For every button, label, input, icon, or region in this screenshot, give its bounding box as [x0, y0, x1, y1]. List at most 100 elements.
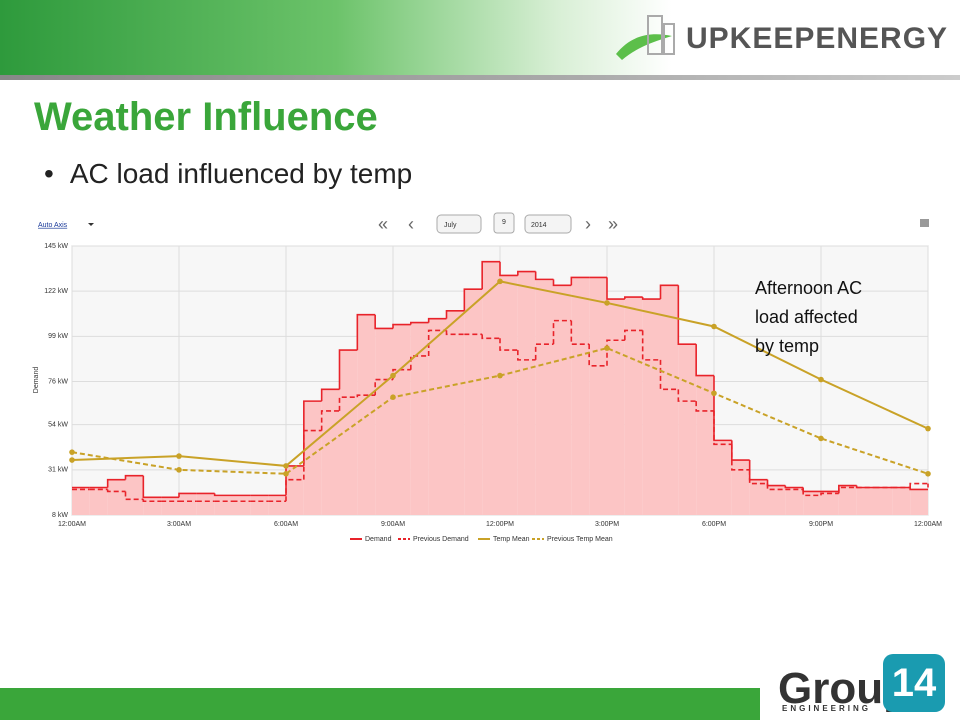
- year-select[interactable]: [524, 214, 572, 234]
- step-line: [552, 319, 572, 345]
- step-line: [695, 401, 714, 412]
- area-step: [339, 350, 358, 515]
- step-line: [534, 271, 554, 281]
- nav-next[interactable]: ›: [585, 214, 591, 234]
- step-line: [320, 388, 340, 402]
- step-line: [106, 489, 126, 493]
- step-line: [392, 323, 411, 329]
- area-step: [482, 261, 500, 515]
- step-line: [748, 469, 768, 485]
- step-line: [713, 375, 732, 442]
- area-step: [785, 487, 804, 515]
- area-step: [196, 493, 215, 515]
- point: [69, 449, 75, 455]
- step-line: [106, 478, 126, 488]
- step-line: [445, 330, 465, 336]
- day: 9: [502, 219, 506, 226]
- nav-prev[interactable]: ‹: [408, 214, 414, 234]
- step-line: [178, 492, 197, 498]
- area-step: [464, 289, 483, 515]
- step-line: [303, 429, 322, 480]
- step-line: [320, 410, 340, 431]
- month-select[interactable]: [436, 214, 482, 234]
- step-line: [338, 349, 358, 390]
- step-line: [427, 329, 447, 356]
- area-step: [303, 401, 322, 515]
- point: [283, 470, 289, 477]
- point: [176, 467, 182, 473]
- step-line: [142, 499, 162, 503]
- step-line: [552, 279, 572, 287]
- point: [283, 463, 289, 469]
- step-line: [374, 314, 393, 330]
- point: [711, 390, 717, 397]
- point: [818, 376, 824, 383]
- area-step: [624, 297, 643, 515]
- area-step: [517, 271, 536, 515]
- slide-title: Weather Influence: [34, 95, 378, 139]
- x-tick-label: 6:00AM: [274, 521, 298, 528]
- area-step: [660, 285, 679, 515]
- footer-logo-tagline: ENGINEERING: [782, 704, 872, 713]
- brand-icon: [616, 15, 675, 60]
- area-step: [535, 279, 554, 515]
- x-tick-label: 3:00AM: [167, 521, 191, 528]
- area-step: [232, 495, 251, 515]
- area-step: [268, 495, 286, 515]
- area-step: [161, 497, 179, 515]
- step-line: [142, 475, 162, 499]
- area-step: [678, 344, 697, 515]
- step-line: [766, 483, 786, 491]
- point: [818, 435, 824, 442]
- y-tick-label: 54 kW: [48, 422, 68, 429]
- point: [925, 470, 931, 477]
- dropdown-arrow[interactable]: [88, 223, 94, 226]
- area-step: [856, 487, 875, 515]
- legend-label: Temp Mean: [493, 536, 530, 543]
- step-line: [802, 489, 821, 497]
- area-step: [89, 487, 108, 515]
- point: [390, 372, 396, 379]
- step-line: [213, 493, 233, 497]
- x-tick-label: 12:00AM: [58, 521, 86, 528]
- point: [69, 457, 75, 463]
- print-icon[interactable]: [920, 219, 929, 227]
- area-step: [767, 485, 786, 515]
- step-line: [124, 474, 144, 480]
- step-line: [606, 339, 625, 366]
- area-step: [410, 322, 429, 515]
- step-line: [570, 276, 590, 286]
- axis-mode[interactable]: Auto Axis: [38, 222, 68, 229]
- brand-name: UPKEEPENERGY: [686, 22, 949, 55]
- step-line: [677, 285, 697, 345]
- step-line: [624, 296, 643, 300]
- header-rule: [0, 75, 960, 80]
- month: July: [444, 222, 457, 229]
- legend-label: Previous Demand: [413, 536, 469, 543]
- nav-first[interactable]: «: [378, 214, 388, 234]
- step-line: [820, 492, 839, 496]
- area-step: [571, 277, 590, 515]
- x-tick-label: 3:00PM: [595, 521, 619, 528]
- area-step: [214, 495, 233, 515]
- x-tick-label: 12:00PM: [486, 521, 514, 528]
- step-line: [427, 317, 447, 323]
- area-step: [838, 485, 857, 515]
- step-line: [356, 394, 376, 398]
- step-line: [838, 486, 857, 494]
- step-line: [784, 485, 804, 489]
- nav-last[interactable]: »: [608, 214, 618, 234]
- area-step: [446, 310, 465, 515]
- step-line: [641, 330, 661, 361]
- step-line: [481, 334, 500, 340]
- y-tick-label: 145 kW: [44, 243, 68, 250]
- x-tick-label: 9:00AM: [381, 521, 405, 528]
- day-input[interactable]: [493, 212, 515, 234]
- area-step: [874, 487, 893, 515]
- y-tick-label: 76 kW: [48, 378, 68, 385]
- step-line: [338, 396, 358, 411]
- step-line: [517, 350, 536, 361]
- y-axis-label: Demand: [33, 367, 40, 394]
- step-line: [124, 491, 144, 501]
